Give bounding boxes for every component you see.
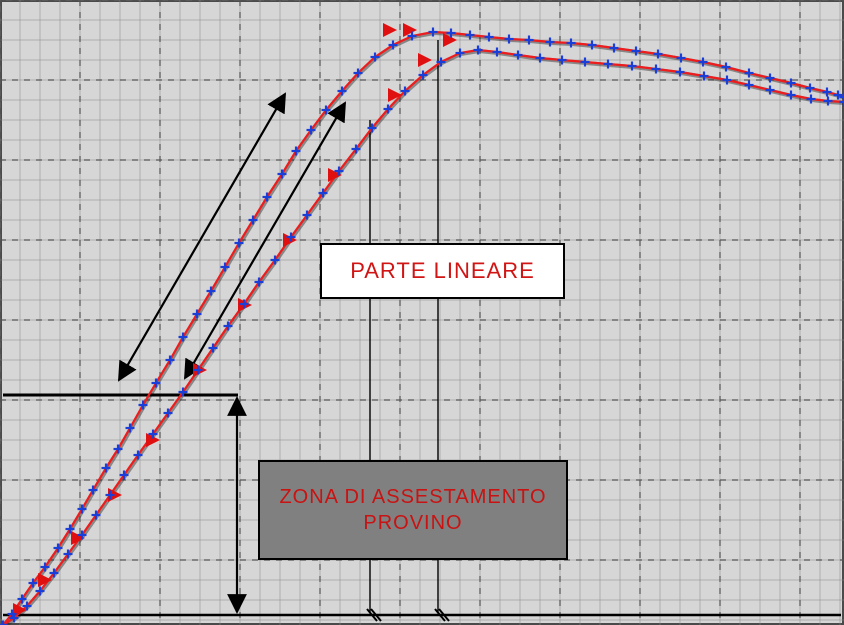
label-zona-assestamento-text: ZONA DI ASSESTAMENTO PROVINO xyxy=(260,484,566,536)
label-parte-lineare-text: PARTE LINEARE xyxy=(350,257,535,286)
label-zona-assestamento: ZONA DI ASSESTAMENTO PROVINO xyxy=(258,460,568,560)
annotated-stress-strain-chart: PARTE LINEARE ZONA DI ASSESTAMENTO PROVI… xyxy=(0,0,844,625)
label-parte-lineare: PARTE LINEARE xyxy=(320,243,565,299)
